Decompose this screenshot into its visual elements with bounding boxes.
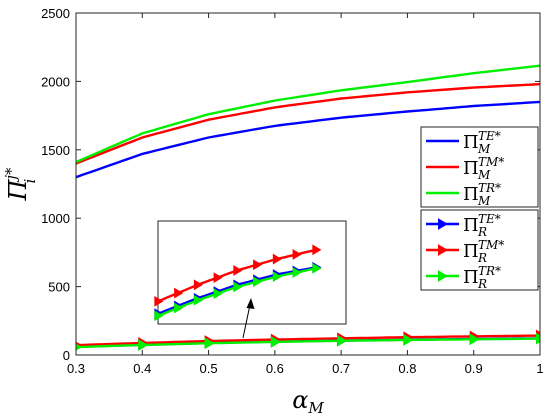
inset-series-marker	[154, 310, 164, 322]
x-tick-label: 0.7	[332, 361, 350, 376]
legend-entry: Π TM*R	[426, 238, 504, 265]
inset-series-marker	[174, 302, 184, 314]
x-tick-label: 0.4	[133, 361, 151, 376]
legend-entry: Π TM*M	[426, 155, 504, 182]
legend-label: Π	[463, 267, 479, 288]
legend-label-sup: TM*	[478, 155, 504, 169]
legend-entry: Π TE*M	[426, 129, 501, 156]
legend-label-sup: TE*	[478, 212, 501, 226]
legend-label-sub: R	[477, 251, 487, 265]
x-tick-label: 0.5	[200, 361, 218, 376]
legend-lower: Π TE*RΠ TM*RΠ TR*R	[420, 209, 539, 291]
inset-series-marker	[193, 294, 203, 306]
inset-series-marker	[233, 265, 243, 276]
legend-entry: Π TR*R	[426, 264, 501, 291]
series-marker	[76, 343, 82, 351]
inset-series-marker	[193, 279, 203, 291]
y-tick-label: 2000	[41, 74, 70, 89]
series-2	[76, 64, 540, 164]
inset-series-marker	[312, 263, 322, 274]
x-axis-title: αM	[292, 386, 324, 417]
legend-label-sup: TM*	[478, 238, 504, 252]
x-tick-label: 0.6	[266, 361, 284, 376]
inset-series-marker	[272, 253, 282, 265]
legend-marker	[438, 244, 448, 256]
legend-label: Π	[463, 241, 479, 262]
series-marker	[138, 339, 149, 351]
legend-label-sub: R	[477, 225, 487, 239]
zoom-arrow-head	[246, 298, 255, 309]
legend-label-sub: M	[477, 194, 491, 208]
inset-series-5	[154, 263, 322, 322]
inset-series-marker	[174, 287, 184, 299]
y-tick-label: 1500	[41, 143, 70, 158]
series-marker	[204, 337, 215, 350]
series-1	[76, 82, 540, 165]
series-5	[76, 332, 540, 351]
series-line	[76, 337, 540, 349]
inset-series-marker	[292, 267, 302, 278]
legend-label-sup: TR*	[478, 264, 501, 278]
inset-series-marker	[253, 259, 263, 271]
legend-label: Π	[463, 132, 479, 153]
legend-label-sub: M	[477, 142, 491, 156]
y-axis-title: Πj*i	[2, 167, 39, 202]
x-tick-label: 0.9	[465, 361, 483, 376]
legend-entry: Π TE*R	[426, 212, 501, 239]
inset-series-marker	[233, 281, 243, 293]
inset-frame	[157, 220, 347, 325]
x-tick-label: 0.8	[398, 361, 416, 376]
legend-entry: Π TR*M	[426, 181, 501, 208]
legend-label-sub: R	[477, 277, 487, 291]
legend-upper: Π TE*MΠ TM*MΠ TR*M	[420, 126, 539, 208]
series-marker	[536, 332, 540, 345]
y-tick-label: 1000	[41, 211, 70, 226]
y-tick-label: 2500	[41, 6, 70, 21]
series-marker	[403, 334, 414, 346]
inset-series-marker	[154, 295, 164, 307]
x-tick-label: 0.3	[67, 361, 85, 376]
legend-label-sup: TE*	[478, 129, 501, 143]
series-line	[76, 64, 540, 164]
series-line	[76, 334, 540, 347]
inset-series-marker	[213, 272, 223, 284]
legend-label: Π	[463, 158, 479, 179]
series-0	[76, 100, 540, 179]
legend-label-sub: M	[477, 168, 491, 182]
series-marker	[270, 335, 281, 348]
series-marker	[337, 334, 348, 347]
inset-series-marker	[272, 271, 282, 282]
inset-series-marker	[213, 288, 223, 299]
series-marker	[469, 333, 480, 346]
series-line	[76, 100, 540, 179]
inset-series-4	[154, 244, 322, 307]
inset-series-marker	[312, 244, 322, 256]
plot-frame	[75, 12, 541, 356]
legend-marker	[438, 270, 448, 282]
x-tick-label: 1	[536, 361, 543, 376]
y-tick-label: 0	[63, 348, 70, 363]
legend-label: Π	[463, 184, 479, 205]
inset-series-marker	[253, 276, 263, 288]
series-line	[76, 82, 540, 165]
inset-zoom	[154, 244, 322, 322]
y-tick-label: 500	[48, 280, 70, 295]
legend-marker	[438, 218, 448, 230]
legend-label: Π	[463, 215, 479, 236]
inset-series-marker	[292, 249, 302, 260]
legend-label-sup: TR*	[478, 181, 501, 195]
